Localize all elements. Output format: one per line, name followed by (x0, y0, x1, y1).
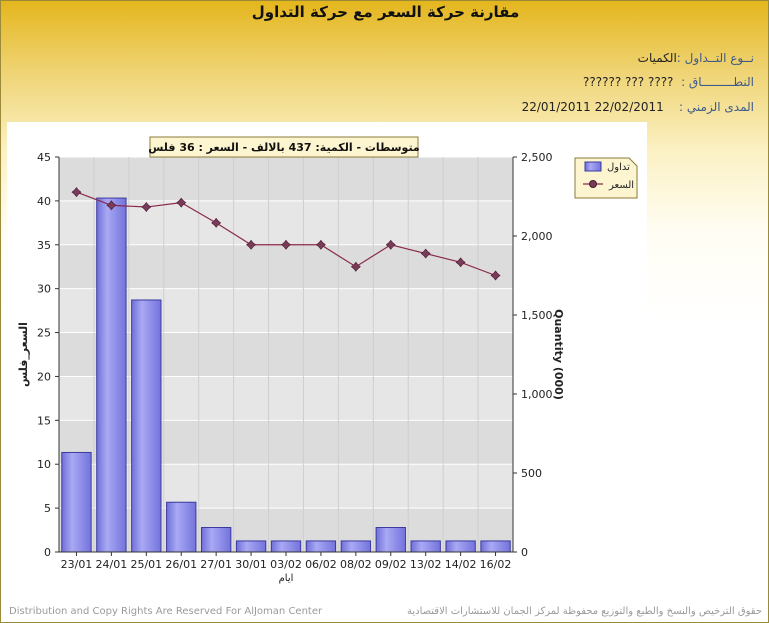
volume-bar (340, 540, 372, 553)
chart-title-box (149, 136, 419, 158)
volume-bar (445, 540, 476, 553)
x-tick-label: 13/02 (410, 558, 442, 571)
page-title: مقارنة حركة السعر مع حركة التداول (251, 3, 520, 21)
trade-type-value: الكميات (637, 51, 677, 65)
y-left-tick-label: 35 (37, 239, 51, 252)
x-tick-label: 08/02 (340, 558, 372, 571)
y-right-tick-label: 2,000 (521, 230, 553, 243)
y-right-tick-label: 1,500 (521, 309, 553, 322)
x-tick-label: 03/02 (270, 558, 302, 571)
price-point (420, 248, 431, 259)
y-right-tick-label: 1,000 (521, 388, 553, 401)
volume-bar (166, 501, 197, 553)
x-tick-label: 06/02 (305, 558, 337, 571)
volume-bar (270, 540, 302, 553)
y-right-tick-label: 0 (521, 546, 528, 559)
volume-bar (61, 451, 92, 553)
range-label: النطـــــــــاق : (681, 75, 754, 89)
y-left-tick-label: 45 (37, 151, 51, 164)
y-left-tick-label: 25 (37, 327, 51, 340)
period-label: المدى الزمني : (679, 100, 754, 114)
price-point (315, 239, 326, 250)
volume-bar (131, 299, 162, 553)
y-left-tick-label: 5 (44, 502, 51, 515)
trade-type-label: نــوع التــداول : (676, 51, 754, 65)
y-left-tick-label: 0 (44, 546, 51, 559)
volume-bar (235, 540, 267, 553)
period-row: المدى الزمني : 22/02/2011 22/01/2011 (522, 100, 754, 114)
volume-bar (305, 540, 337, 553)
x-tick-label: 09/02 (375, 558, 407, 571)
y-right-tick-label: 2,500 (521, 151, 553, 164)
y-right-axis-title: Quantity (000) (552, 309, 565, 400)
x-tick-label: 26/01 (165, 558, 197, 571)
x-tick-label: 16/02 (480, 558, 512, 571)
volume-bar (410, 540, 441, 553)
range-row: النطـــــــــاق : ???? ??? ?????? (583, 75, 754, 89)
volume-bar (375, 527, 406, 553)
grid-band (59, 464, 513, 509)
grid-band (59, 376, 513, 421)
legend-price-label: السعر (608, 180, 634, 191)
volume-bar (96, 197, 127, 553)
price-point (490, 270, 501, 281)
footer-copyright-ar: حقوق الترخيص والنسخ والطبع والتوزيع محفو… (406, 606, 762, 617)
y-left-tick-label: 40 (37, 195, 51, 208)
period-value: 22/02/2011 22/01/2011 (521, 100, 664, 114)
x-tick-label: 27/01 (200, 558, 232, 571)
y-left-tick-label: 10 (37, 458, 51, 471)
price-point (106, 200, 117, 211)
chart-title: متوسطات - الكمية: 437 بالالف - السعر : 3… (148, 141, 420, 154)
legend-volume-label: تداول (607, 162, 630, 173)
legend-bar-swatch (584, 161, 602, 172)
y-left-tick-label: 20 (37, 370, 51, 383)
price-point (141, 202, 152, 213)
y-left-tick-label: 30 (37, 283, 51, 296)
price-point (246, 239, 257, 250)
trade-type-row: نــوع التــداول :الكميات (638, 51, 754, 65)
y-right-tick-label: 500 (521, 467, 542, 480)
price-point (385, 239, 396, 250)
price-point (71, 187, 82, 198)
grid-band (59, 200, 513, 245)
volume-bar (200, 527, 232, 553)
y-left-tick-label: 15 (37, 414, 51, 427)
price-volume-chart: 0 5 10 15 20 25 30 35 40 45 0 500 1,000 1,500 2,000 2,5… (17, 136, 638, 584)
price-point (176, 197, 187, 208)
price-point (211, 217, 222, 228)
x-tick-label: 23/01 (61, 558, 93, 571)
x-tick-label: 30/01 (235, 558, 267, 571)
price-point (455, 257, 466, 268)
x-tick-label: 24/01 (96, 558, 128, 571)
y-left-axis-title: السعر_فلس (17, 322, 30, 387)
volume-bar (480, 540, 511, 553)
x-tick-label: 25/01 (130, 558, 162, 571)
x-tick-label: 14/02 (445, 558, 477, 571)
price-point (350, 261, 361, 272)
grid-band (59, 288, 513, 333)
legend-line-marker (589, 180, 597, 188)
footer-copyright-en: Distribution and Copy Rights Are Reserve… (9, 606, 323, 617)
chart-panel: 0 5 10 15 20 25 30 35 40 45 0 500 1,000 1,500 2,000 2,5… (7, 122, 647, 592)
range-value: ???? ??? ?????? (583, 75, 674, 89)
x-axis-title: ايام (279, 573, 294, 584)
price-point (281, 239, 291, 250)
